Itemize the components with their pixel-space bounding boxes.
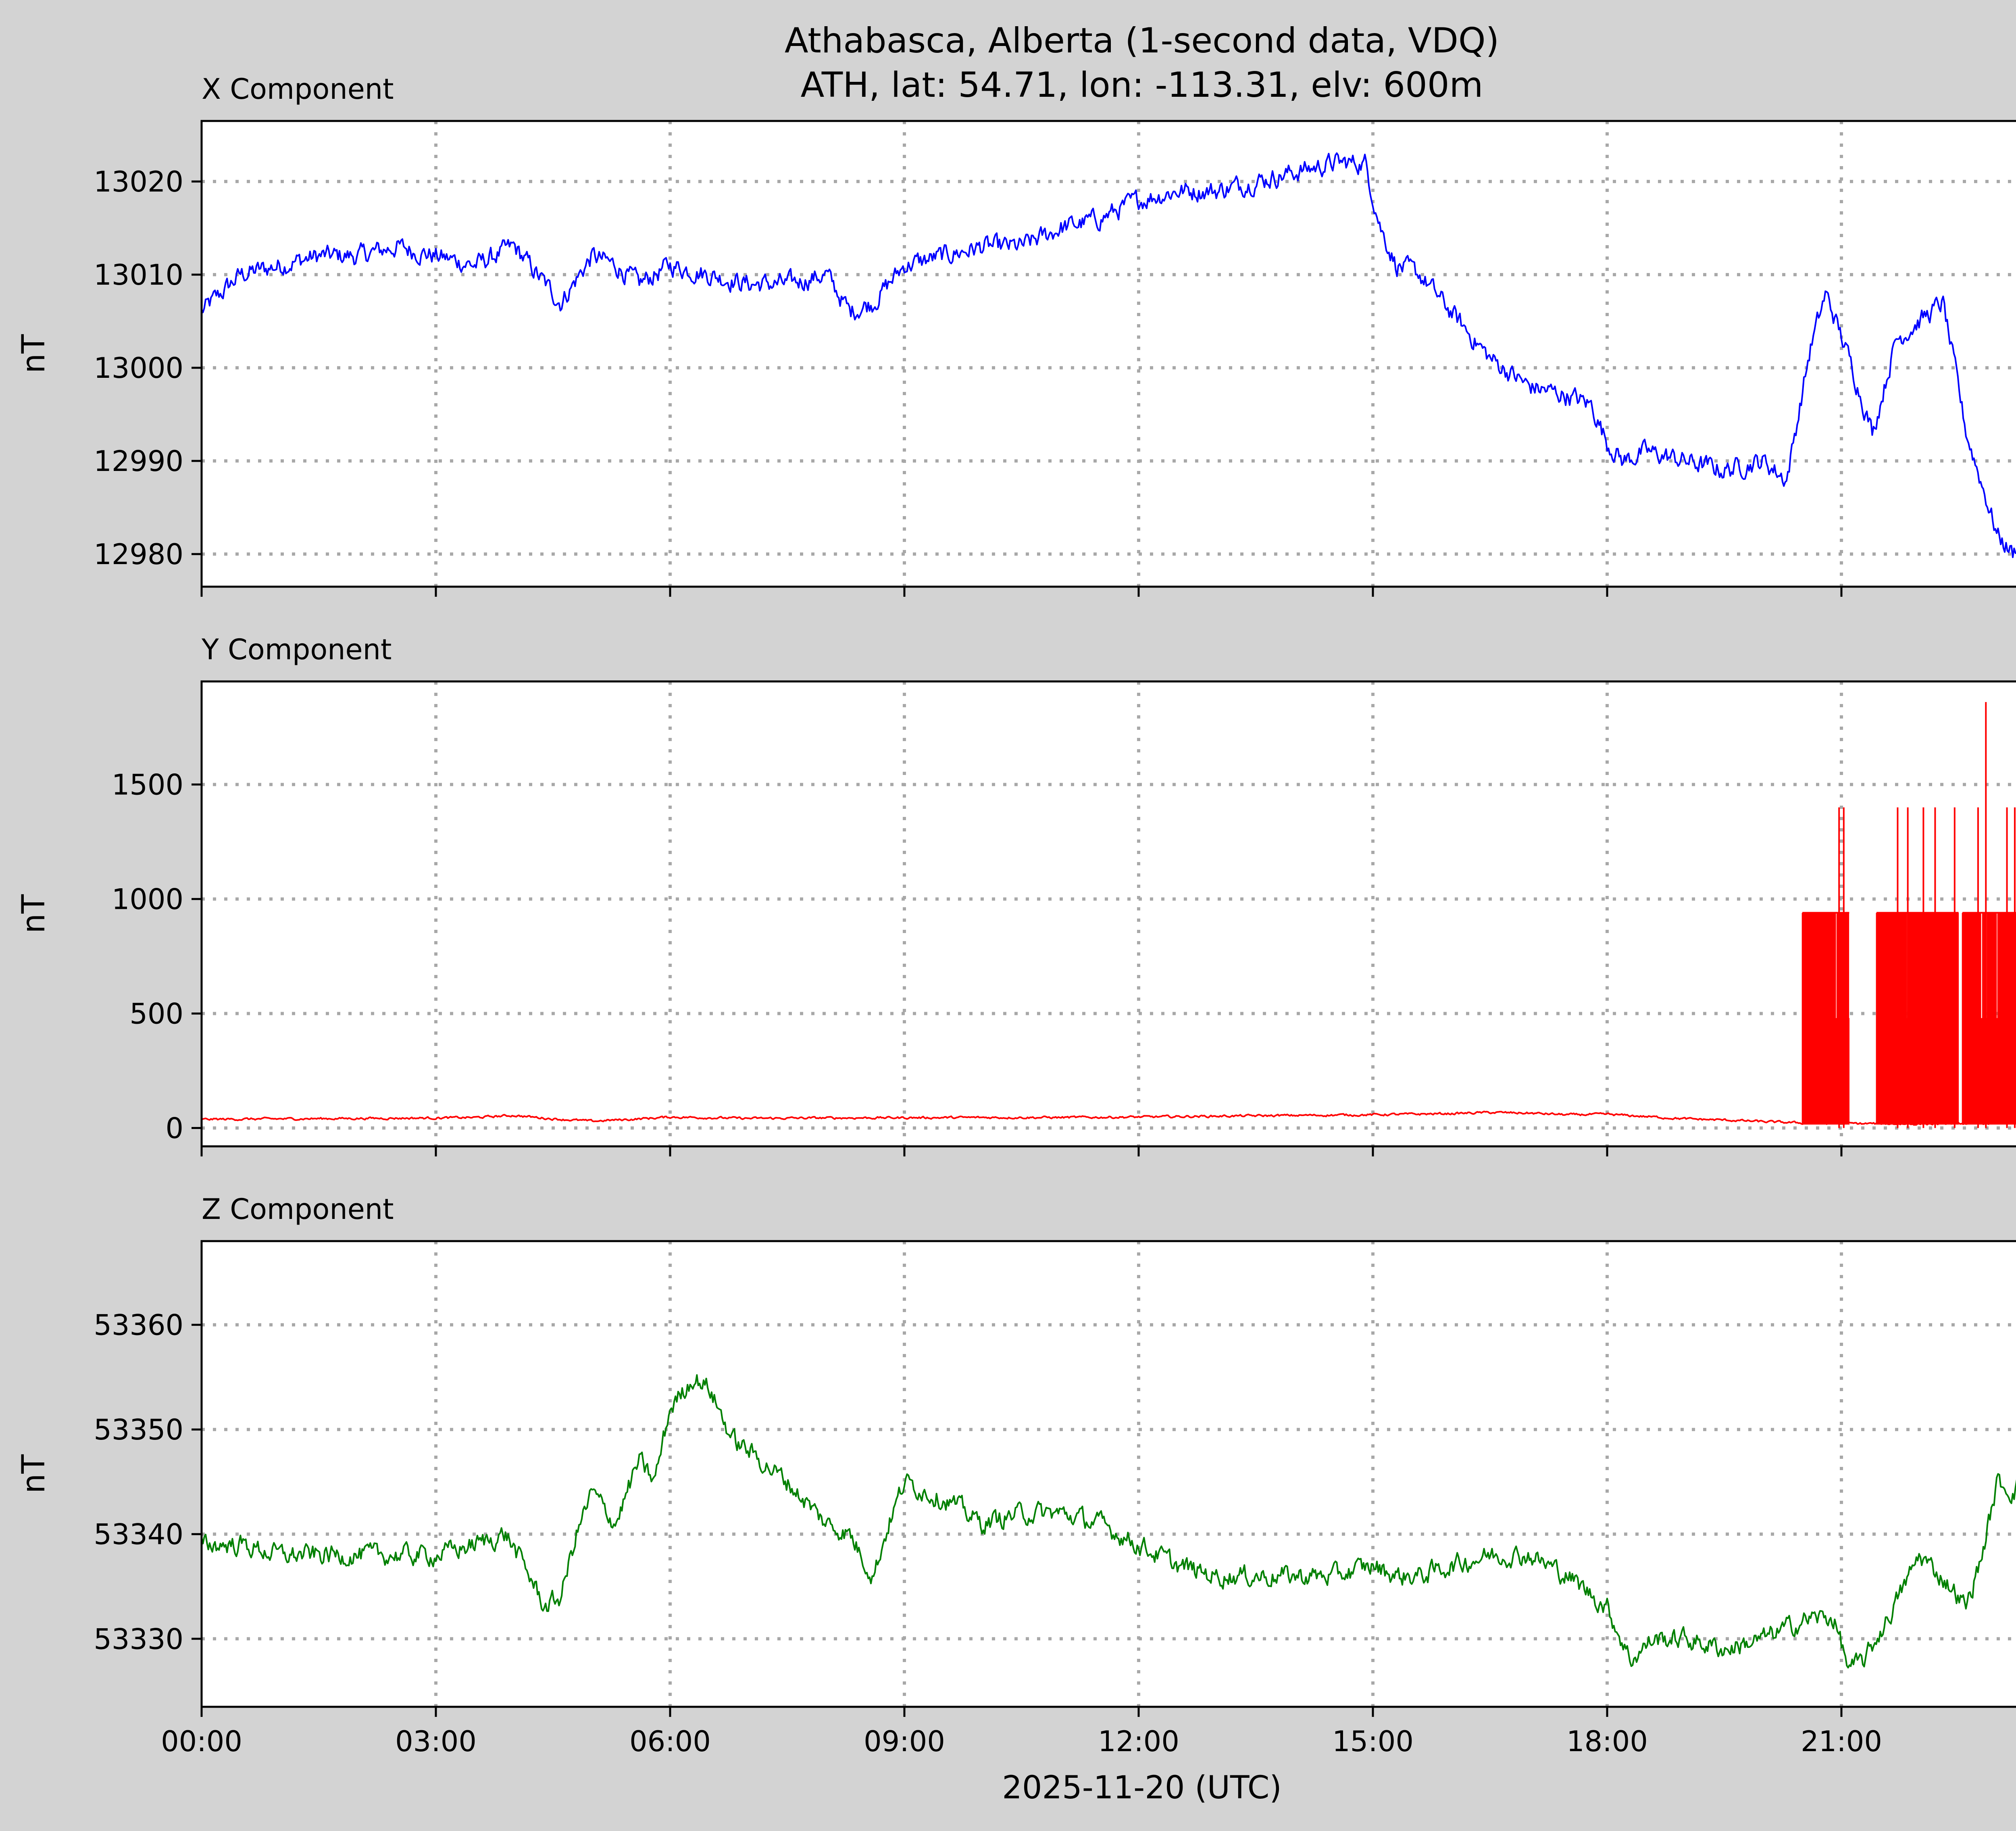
- panel-title: Z Component: [202, 1193, 394, 1226]
- y-tick-label: 0: [165, 1112, 183, 1145]
- x-tick-label: 12:00: [1098, 1725, 1179, 1758]
- x-tick-label: 15:00: [1332, 1725, 1414, 1758]
- series-line: [201, 1374, 2016, 1669]
- panel-2: Y Component nT 0 500 1000 1500: [16, 633, 2016, 1156]
- y-tick-label: 13020: [94, 165, 183, 198]
- y-axis-label: nT: [16, 1454, 52, 1494]
- x-tick-label: 21:00: [1801, 1725, 1882, 1758]
- x-axis-label: 2025-11-20 (UTC): [1002, 1770, 1282, 1806]
- x-tick-label: 18:00: [1566, 1725, 1648, 1758]
- y-tick-label: 1000: [112, 883, 183, 916]
- x-tick-label: 00:00: [161, 1725, 242, 1758]
- plot-area: [202, 681, 2016, 1146]
- panel-title: X Component: [202, 73, 394, 106]
- y-tick-label: 500: [129, 998, 183, 1031]
- y-tick-label: 13010: [94, 258, 183, 292]
- panel-1: X Component nT 12980 12990 13000 13010 13020: [16, 73, 2016, 597]
- y-tick-label: 53350: [94, 1413, 183, 1446]
- chart-panels: X Component nT 12980 12990 13000 13010 13020 Y …: [16, 73, 2016, 1758]
- x-tick-label: 06:00: [629, 1725, 711, 1758]
- x-tick-label: 03:00: [395, 1725, 477, 1758]
- y-tick-label: 13000: [94, 352, 183, 385]
- y-tick-label: 12980: [94, 538, 183, 571]
- panel-title: Y Component: [201, 633, 392, 666]
- y-tick-label: 1500: [112, 769, 183, 802]
- series-line: [201, 152, 2016, 558]
- y-axis-label: nT: [16, 894, 52, 933]
- y-tick-label: 53330: [94, 1623, 183, 1656]
- plot-area: [202, 121, 2016, 587]
- x-tick-label: 09:00: [864, 1725, 945, 1758]
- panel-3: Z Component nT 53330 53340 53350 53360 00:00 03…: [16, 1193, 2016, 1758]
- y-axis-label: nT: [16, 334, 52, 373]
- plot-area: [202, 1241, 2016, 1707]
- spike-burst: [1801, 912, 2016, 1125]
- y-tick-label: 53340: [94, 1518, 183, 1551]
- figure-title-line1: Athabasca, Alberta (1-second data, VDQ): [785, 21, 1499, 61]
- series-line: [201, 1110, 2016, 1126]
- y-tick-label: 12990: [94, 445, 183, 478]
- figure-title-line2: ATH, lat: 54.71, lon: -113.31, elv: 600m: [801, 65, 1483, 105]
- y-tick-label: 53360: [94, 1309, 183, 1342]
